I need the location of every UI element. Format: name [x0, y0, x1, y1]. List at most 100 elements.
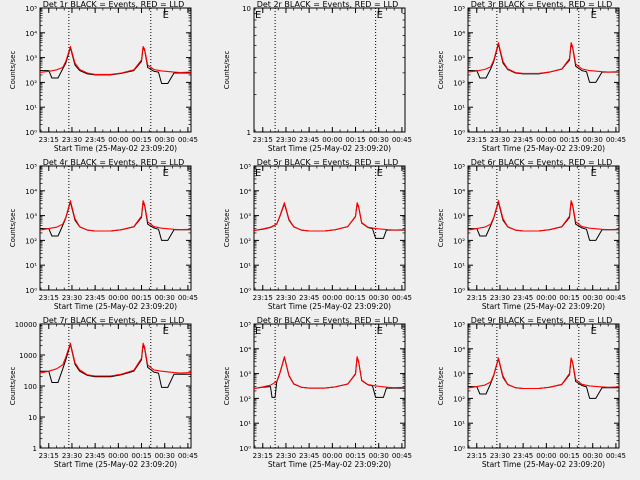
- y-tick-label: 10⁴: [25, 188, 37, 196]
- x-tick-label: 23:30: [490, 294, 510, 302]
- y-tick-label: 10⁰: [25, 287, 37, 295]
- e-marker: E: [377, 168, 383, 179]
- series-lld-line: [39, 200, 192, 232]
- panel-title: Det 8r BLACK = Events, RED = LLD: [257, 316, 399, 325]
- panel-1: Det 1r BLACK = Events, RED = LLD 10⁰ 10¹ 10…: [9, 0, 198, 153]
- x-tick-label: 23:30: [276, 294, 296, 302]
- x-tick-label: 23:45: [513, 452, 533, 460]
- y-axis-label: Counts/sec: [9, 51, 17, 90]
- y-tick-label: 10²: [453, 79, 465, 87]
- y-tick-label: 10⁴: [239, 346, 251, 354]
- e-marker: E: [377, 10, 383, 21]
- panel-6: Det 6r BLACK = Events, RED = LLD 10⁰ 10¹ 10…: [437, 158, 626, 311]
- panel-title: Det 7r BLACK = Events, RED = LLD: [43, 316, 185, 325]
- x-tick-label: 23:45: [85, 136, 105, 144]
- series-events-line: [40, 343, 191, 388]
- x-tick-label: 23:30: [62, 136, 82, 144]
- y-tick-label: 10¹: [25, 104, 37, 112]
- x-tick-label: 00:15: [559, 294, 579, 302]
- panel-title: Det 4r BLACK = Events, RED = LLD: [43, 158, 185, 167]
- x-tick-label: 23:30: [276, 136, 296, 144]
- y-tick-label: 10⁵: [25, 5, 37, 13]
- y-tick-label: 10⁵: [239, 163, 251, 171]
- y-tick-label: 1: [247, 129, 251, 137]
- y-axis-label: Counts/sec: [9, 367, 17, 406]
- x-tick-label: 00:45: [178, 452, 198, 460]
- x-tick-label: 23:15: [467, 136, 487, 144]
- plot-frame: [253, 323, 406, 449]
- y-tick-label: 1000: [19, 352, 37, 360]
- x-tick-label: 23:15: [253, 136, 273, 144]
- y-axis-label: Counts/sec: [223, 367, 231, 406]
- x-tick-label: 00:30: [369, 452, 389, 460]
- y-tick-label: 10³: [453, 55, 465, 63]
- plot-frame: [39, 7, 192, 133]
- y-tick-label: 10000: [15, 321, 37, 329]
- x-tick-label: 00:00: [322, 294, 342, 302]
- x-tick-label: 23:45: [85, 452, 105, 460]
- y-tick-label: 10⁴: [453, 346, 465, 354]
- e-marker: E: [163, 326, 169, 337]
- x-tick-label: 00:00: [108, 452, 128, 460]
- y-tick-label: 10¹: [453, 104, 465, 112]
- panel-title: Det 1r BLACK = Events, RED = LLD: [43, 0, 185, 9]
- x-tick-label: 00:45: [178, 294, 198, 302]
- x-tick-label: 00:15: [559, 136, 579, 144]
- x-tick-label: 00:30: [155, 294, 175, 302]
- y-tick-label: 10⁰: [453, 445, 465, 453]
- panel-3: Det 3r BLACK = Events, RED = LLD 10⁰ 10¹ 10…: [437, 0, 626, 153]
- panel-8: Det 8r BLACK = Events, RED = LLD 10⁰ 10¹ 10…: [223, 316, 412, 469]
- x-tick-label: 00:30: [369, 136, 389, 144]
- plot-frame: [253, 165, 406, 291]
- x-axis-label: Start Time (25-May-02 23:09:20): [482, 144, 605, 153]
- e-marker: E: [377, 326, 383, 337]
- y-axis-label: Counts/sec: [223, 209, 231, 248]
- e-marker: E: [163, 168, 169, 179]
- y-tick-label: 10³: [239, 371, 251, 379]
- panel-2: Det 2r BLACK = Events, RED = LLD 1 10 23:15…: [223, 0, 412, 153]
- y-tick-label: 10⁰: [25, 129, 37, 137]
- x-tick-label: 00:45: [178, 136, 198, 144]
- x-tick-label: 00:15: [345, 136, 365, 144]
- y-tick-label: 10⁵: [453, 321, 465, 329]
- x-tick-label: 00:15: [131, 452, 151, 460]
- y-tick-label: 10⁰: [453, 129, 465, 137]
- panel-9: Det 9r BLACK = Events, RED = LLD 10⁰ 10¹ 10…: [437, 316, 626, 469]
- plot-frame: [467, 323, 620, 449]
- x-axis-label: Start Time (25-May-02 23:09:20): [54, 302, 177, 311]
- e-marker: E: [591, 168, 597, 179]
- x-tick-label: 00:30: [155, 452, 175, 460]
- series-lld-line: [467, 42, 620, 74]
- y-tick-label: 10³: [453, 371, 465, 379]
- panel-4: Det 4r BLACK = Events, RED = LLD 10⁰ 10¹ 10…: [9, 158, 198, 311]
- y-axis-label: Counts/sec: [437, 367, 445, 406]
- x-tick-label: 00:00: [536, 294, 556, 302]
- x-tick-label: 00:30: [583, 136, 603, 144]
- y-tick-label: 10⁵: [25, 163, 37, 171]
- x-tick-label: 00:30: [155, 136, 175, 144]
- x-tick-label: 23:15: [467, 452, 487, 460]
- y-tick-label: 10²: [453, 237, 465, 245]
- e-marker-left: E: [255, 168, 261, 179]
- y-tick-label: 10¹: [453, 420, 465, 428]
- y-tick-label: 10⁰: [239, 445, 251, 453]
- y-tick-label: 10²: [239, 395, 251, 403]
- y-tick-label: 10⁵: [453, 163, 465, 171]
- x-tick-label: 00:00: [536, 452, 556, 460]
- series-lld-line: [39, 342, 192, 377]
- y-tick-label: 10²: [25, 237, 37, 245]
- y-tick-label: 10: [242, 5, 251, 13]
- x-axis-label: Start Time (25-May-02 23:09:20): [268, 302, 391, 311]
- panel-title: Det 5r BLACK = Events, RED = LLD: [257, 158, 399, 167]
- x-tick-label: 23:45: [513, 294, 533, 302]
- x-tick-label: 23:45: [299, 136, 319, 144]
- x-tick-label: 00:30: [369, 294, 389, 302]
- x-tick-label: 00:45: [392, 136, 412, 144]
- x-tick-label: 23:30: [490, 136, 510, 144]
- x-tick-label: 23:15: [39, 294, 59, 302]
- x-axis-label: Start Time (25-May-02 23:09:20): [268, 144, 391, 153]
- y-axis-label: Counts/sec: [9, 209, 17, 248]
- x-tick-label: 00:00: [322, 452, 342, 460]
- series-lld-line: [467, 357, 620, 390]
